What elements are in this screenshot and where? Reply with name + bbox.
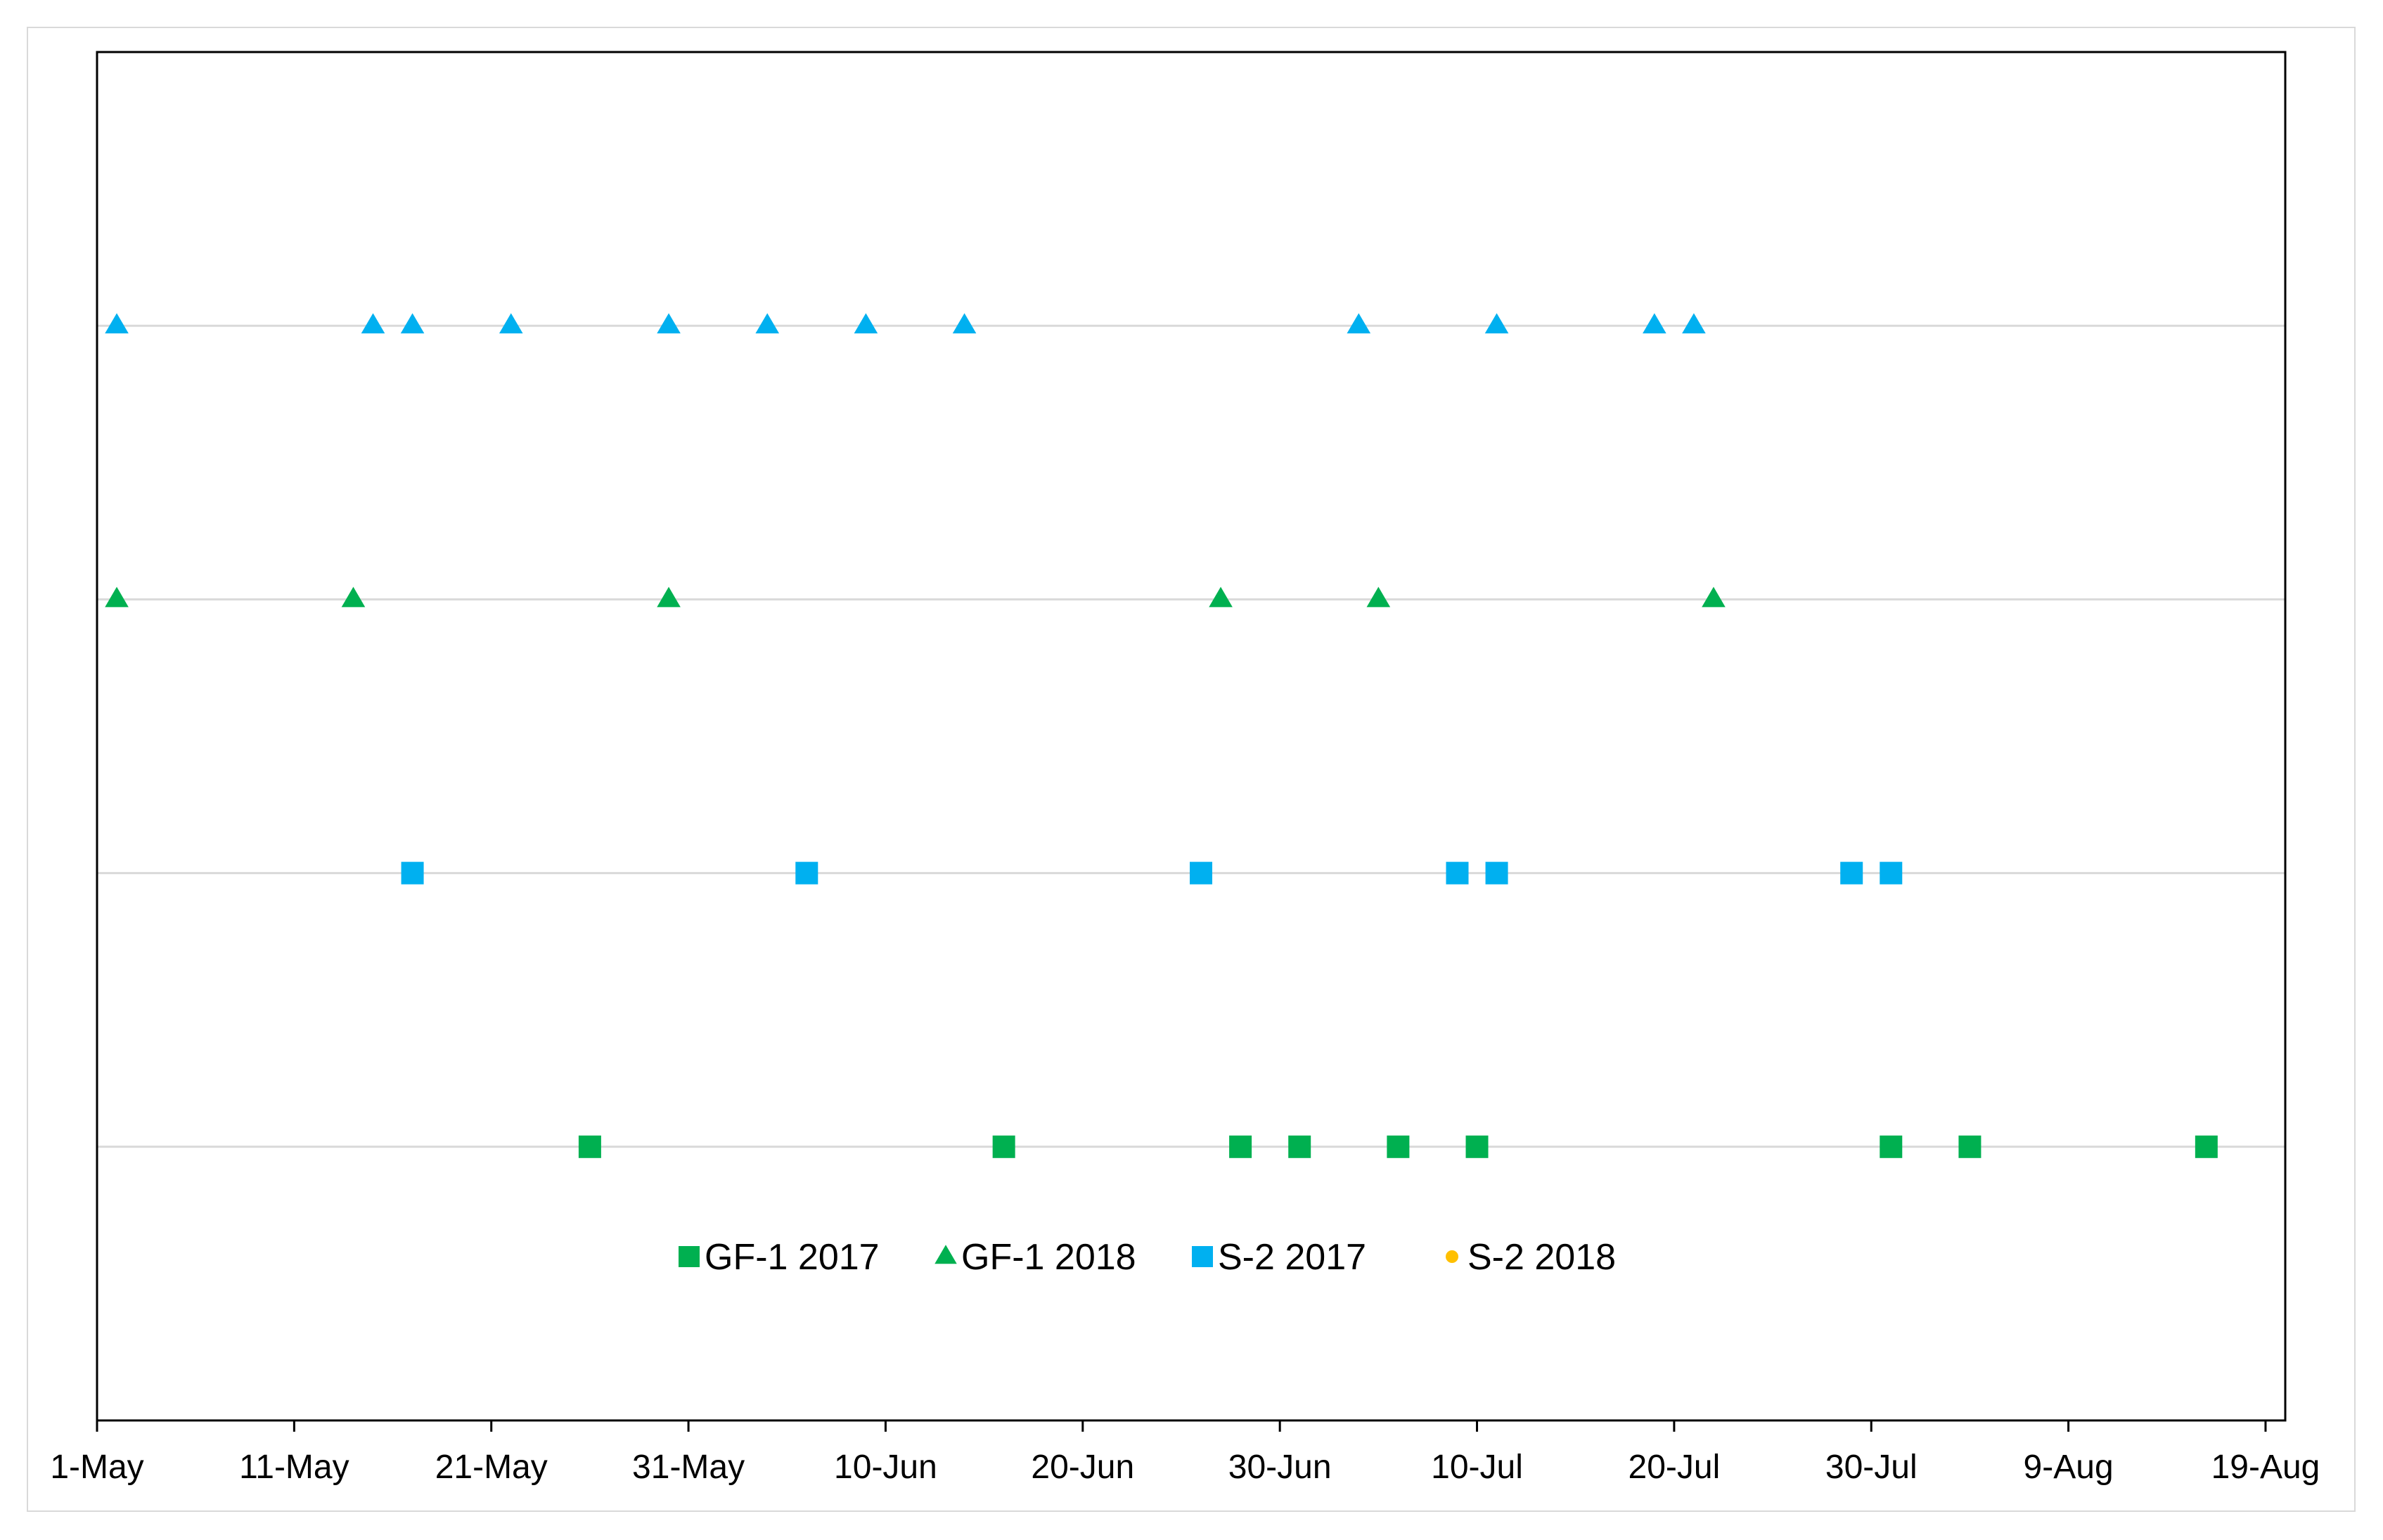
legend-label-s-2-2017: S-2 2017 [1218,1237,1366,1278]
legend-item-s-2-2018: S-2 2018 [1446,1237,1616,1278]
x-tick-label: 1-May [50,1449,143,1486]
data-markers [105,313,2218,1158]
x-tick-label: 21-May [435,1449,548,1486]
legend-label-s-2-2018: S-2 2018 [1467,1237,1616,1278]
data-point-gf-1-2017 [1465,1135,1489,1158]
gridlines [97,324,2285,1148]
data-point-triangle-00b0f0 [854,313,878,334]
legend-item-gf-1-2018: GF-1 2018 [934,1237,1136,1278]
data-point-gf-1-2017 [578,1135,601,1158]
data-point-triangle-00b0f0 [1643,313,1666,334]
plot-area-border [96,51,2287,1422]
data-point-s-2-2017 [1840,861,1863,885]
data-point-triangle-00b0f0 [105,313,129,334]
x-tick-label: 20-Jul [1629,1449,1721,1486]
data-point-s-2-2017 [795,861,818,885]
legend-marker-gf-1-2017 [679,1246,700,1267]
data-point-gf-1-2017 [1880,1135,1903,1158]
data-point-s-2-2017 [1446,861,1469,885]
legend-item-gf-1-2017: GF-1 2017 [679,1237,880,1278]
data-point-gf-1-2017 [1958,1135,1981,1158]
data-point-triangle-00b0f0 [361,313,385,334]
data-point-s-2-2017 [1880,861,1903,885]
x-tick-label: 9-Aug [2024,1449,2114,1486]
x-tick-label: 11-May [239,1449,349,1486]
data-point-gf-1-2017 [2195,1135,2218,1158]
data-point-triangle-00b0f0 [1347,313,1371,334]
legend-marker-gf-1-2018 [934,1245,957,1264]
data-point-gf-1-2018 [1702,586,1726,608]
data-point-triangle-00b0f0 [499,313,523,334]
legend-marker-s-2-2017 [1192,1246,1213,1267]
legend-label-gf-1-2017: GF-1 2017 [705,1237,880,1278]
data-point-triangle-00b0f0 [400,313,425,334]
data-point-triangle-00b0f0 [657,313,681,334]
data-point-triangle-00b0f0 [755,313,780,334]
data-point-gf-1-2018 [105,586,129,608]
legend-item-s-2-2017: S-2 2017 [1192,1237,1366,1278]
legend: GF-1 2017 GF-1 2018 S-2 2017 S-2 2018 [679,1237,1616,1278]
x-tick-label: 19-Aug [2211,1449,2320,1486]
data-point-gf-1-2018 [1209,586,1233,608]
data-point-gf-1-2018 [1366,586,1391,608]
data-point-s-2-2017 [1485,861,1508,885]
data-point-triangle-00b0f0 [952,313,977,334]
data-point-gf-1-2017 [1387,1135,1410,1158]
chart-frame [27,27,2356,1512]
data-point-s-2-2017 [1190,861,1213,885]
data-point-triangle-00b0f0 [1484,313,1509,334]
x-tick-label: 31-May [632,1449,745,1486]
data-point-s-2-2017 [401,861,424,885]
data-point-gf-1-2018 [657,586,681,608]
x-tick-label: 30-Jun [1228,1449,1332,1486]
legend-label-gf-1-2018: GF-1 2018 [961,1237,1136,1278]
data-point-gf-1-2017 [1288,1135,1311,1158]
data-point-gf-1-2017 [1229,1135,1252,1158]
x-axis: 1-May 11-May 21-May 31-May 10-Jun 20-Jun 30-Ju… [50,1420,2320,1486]
x-tick-label: 20-Jun [1031,1449,1134,1486]
x-tick-label: 10-Jul [1431,1449,1523,1486]
data-point-gf-1-2017 [992,1135,1015,1158]
x-tick-label: 30-Jul [1825,1449,1918,1486]
x-tick-label: 10-Jun [834,1449,937,1486]
data-point-gf-1-2018 [341,586,366,608]
data-point-triangle-00b0f0 [1682,313,1706,334]
legend-marker-s-2-2018 [1446,1250,1458,1263]
